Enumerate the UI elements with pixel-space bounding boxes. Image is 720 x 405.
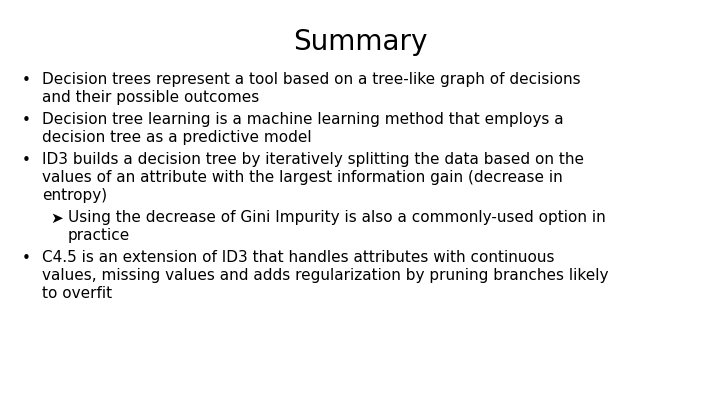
Text: Summary: Summary <box>293 28 427 56</box>
Text: Using the decrease of Gini Impurity is also a commonly-used option in: Using the decrease of Gini Impurity is a… <box>68 210 606 225</box>
Text: •: • <box>22 113 31 128</box>
Text: decision tree as a predictive model: decision tree as a predictive model <box>42 130 312 145</box>
Text: and their possible outcomes: and their possible outcomes <box>42 90 259 105</box>
Text: to overfit: to overfit <box>42 286 112 301</box>
Text: ➤: ➤ <box>50 211 63 226</box>
Text: values, missing values and adds regularization by pruning branches likely: values, missing values and adds regulari… <box>42 268 608 283</box>
Text: •: • <box>22 72 31 87</box>
Text: •: • <box>22 251 31 266</box>
Text: entropy): entropy) <box>42 188 107 203</box>
Text: C4.5 is an extension of ID3 that handles attributes with continuous: C4.5 is an extension of ID3 that handles… <box>42 250 554 265</box>
Text: Decision trees represent a tool based on a tree-like graph of decisions: Decision trees represent a tool based on… <box>42 72 580 87</box>
Text: ID3 builds a decision tree by iteratively splitting the data based on the: ID3 builds a decision tree by iterativel… <box>42 152 584 167</box>
Text: Decision tree learning is a machine learning method that employs a: Decision tree learning is a machine lear… <box>42 112 564 127</box>
Text: •: • <box>22 153 31 168</box>
Text: practice: practice <box>68 228 130 243</box>
Text: values of an attribute with the largest information gain (decrease in: values of an attribute with the largest … <box>42 170 563 185</box>
